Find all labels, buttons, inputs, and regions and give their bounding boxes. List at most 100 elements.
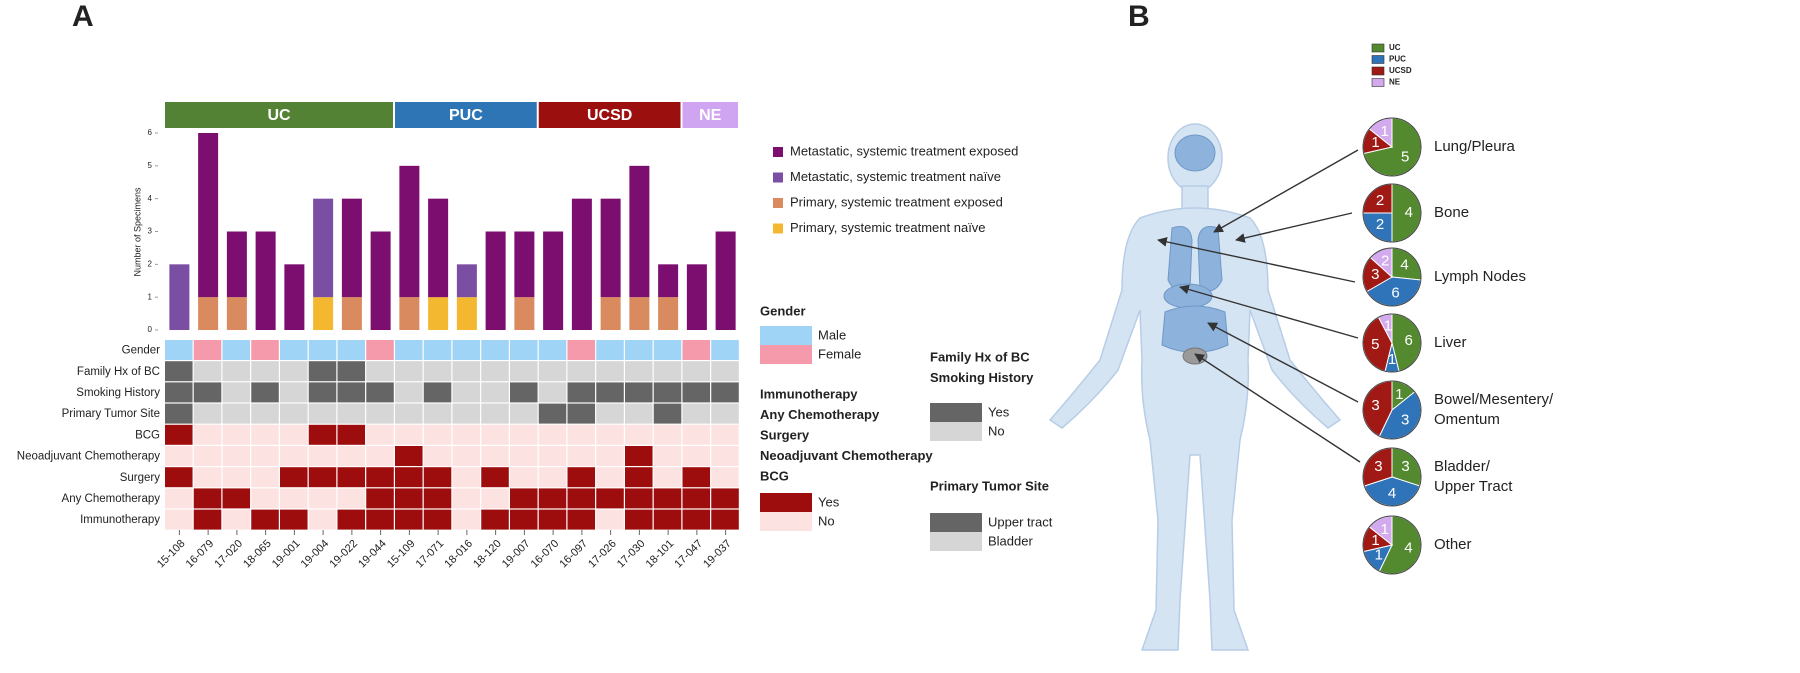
legend-label: NE	[1389, 78, 1401, 87]
slice-label: 3	[1374, 458, 1382, 475]
x-tick-label: 17-071	[414, 538, 447, 571]
heatmap-cell	[653, 467, 682, 488]
heatmap-cell	[251, 467, 279, 488]
heatmap-cell	[251, 382, 279, 403]
heatmap-cell	[567, 424, 596, 445]
slice-label: 1	[1395, 386, 1403, 403]
legend-label: No	[818, 513, 835, 528]
bar-segment	[658, 264, 679, 298]
legend-swatch	[930, 403, 982, 422]
heatmap-cell	[682, 424, 711, 445]
y-tick-label: 1	[148, 292, 153, 301]
heatmap-cell	[682, 382, 711, 403]
pie-label: Liver	[1434, 334, 1467, 351]
heatmap-cell	[682, 403, 711, 424]
heatmap-cell	[711, 488, 739, 509]
heatmap-cell	[366, 403, 394, 424]
heatmap-cell	[366, 424, 394, 445]
legend-label: Yes	[988, 404, 1010, 419]
heatmap-cell	[625, 403, 653, 424]
heatmap-cell	[510, 509, 538, 530]
group-header	[682, 102, 738, 128]
x-tick-label: 18-016	[442, 538, 475, 571]
heatmap-cell	[452, 467, 481, 488]
legend-swatch	[930, 513, 982, 532]
x-tick-label: 17-020	[212, 538, 245, 571]
heatmap-cell	[395, 509, 423, 530]
heatmap-cell	[423, 446, 452, 466]
heatmap-cell	[682, 361, 711, 382]
heatmap-cell	[395, 361, 423, 382]
heatmap-cell	[625, 424, 653, 445]
heatmap-cell	[538, 340, 567, 360]
heatmap-cell	[280, 446, 308, 466]
heatmap-cell	[682, 488, 711, 509]
heatmap-cell	[251, 403, 279, 424]
pie-outline	[1362, 313, 1422, 373]
slice-label: 1	[1388, 351, 1396, 368]
heatmap-cell	[481, 424, 509, 445]
heatmap-cell	[251, 424, 279, 445]
heatmap-cell	[423, 509, 452, 530]
heatmap-cell	[423, 382, 452, 403]
heatmap-cell	[280, 424, 308, 445]
legend-swatch	[1371, 66, 1385, 76]
heatmap-cell	[653, 509, 682, 530]
heatmap-cell	[280, 403, 308, 424]
heatmap-cell	[165, 382, 193, 403]
heatmap-cell	[165, 340, 193, 360]
heatmap-cell	[510, 340, 538, 360]
heatmap-cell	[452, 340, 481, 360]
x-tick-label: 19-001	[270, 538, 303, 571]
bar-segment	[226, 297, 247, 330]
pie-label: Bladder/	[1434, 458, 1491, 475]
heatmap-cell	[596, 509, 624, 530]
heatmap-cell	[366, 340, 394, 360]
heatmap-cell	[251, 488, 279, 509]
legend-title: Any Chemotherapy	[760, 407, 880, 422]
heatmap-cell	[280, 340, 308, 360]
heatmap-cell	[538, 509, 567, 530]
legend-swatch	[773, 172, 783, 183]
legend-swatch	[930, 422, 982, 441]
heatmap-cell	[625, 446, 653, 466]
heatmap-cell	[308, 467, 337, 488]
heatmap-cell	[395, 340, 423, 360]
legend-title: Primary Tumor Site	[930, 478, 1049, 493]
heatmap-cell	[538, 361, 567, 382]
bar-segment	[600, 297, 621, 330]
group-label: UC	[267, 107, 291, 124]
panel-label: B	[1128, 0, 1150, 33]
heatmap-cell	[222, 361, 251, 382]
heatmap-cell	[596, 424, 624, 445]
heatmap-cell	[538, 382, 567, 403]
legend-label: Female	[818, 346, 861, 361]
heatmap-cell	[308, 403, 337, 424]
heatmap-cell	[510, 424, 538, 445]
row-label: Family Hx of BC	[77, 366, 160, 378]
legend-swatch	[773, 147, 783, 157]
heatmap-cell	[222, 382, 251, 403]
heatmap-cell	[337, 361, 366, 382]
bar-segment	[485, 231, 506, 330]
pie-label: Other	[1434, 536, 1472, 553]
y-tick-label: 0	[148, 325, 153, 334]
heatmap-cell	[251, 509, 279, 530]
heatmap-cell	[452, 382, 481, 403]
legend-swatch	[1371, 43, 1385, 53]
heatmap-cell	[481, 467, 509, 488]
heatmap-cell	[510, 467, 538, 488]
legend-title: Neoadjuvant Chemotherapy	[760, 448, 933, 463]
pie-label: Bowel/Mesentery/	[1434, 391, 1554, 408]
slice-label: 3	[1371, 266, 1379, 283]
heatmap-cell	[193, 424, 222, 445]
legend-title: Immunotherapy	[760, 386, 858, 401]
pie-label: Omentum	[1434, 411, 1500, 428]
heatmap-cell	[165, 424, 193, 445]
heatmap-cell	[165, 446, 193, 466]
row-label: Immunotherapy	[80, 514, 160, 526]
bar-segment	[313, 297, 334, 330]
legend-title: BCG	[760, 468, 789, 483]
legend-title: Surgery	[760, 427, 810, 442]
bar-segment	[715, 231, 736, 330]
